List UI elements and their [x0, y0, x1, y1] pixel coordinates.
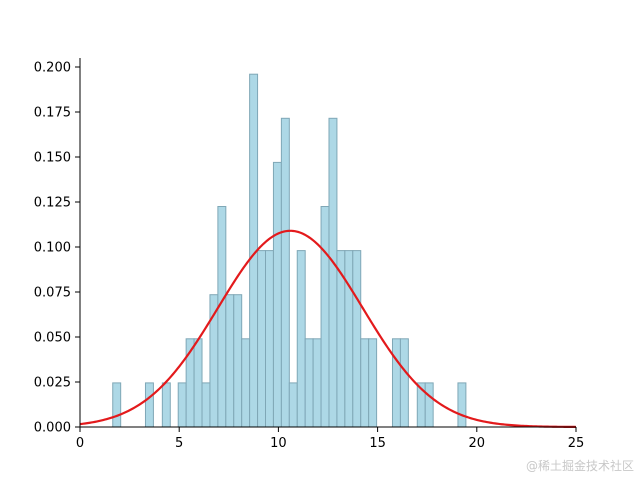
- y-tick-label: 0.100: [34, 241, 71, 256]
- chart-axes: 0 5 10 15 20 25 0.000 0.025 0.050 0.075 0.100 0.125…: [34, 58, 584, 451]
- x-tick-label: 20: [469, 436, 486, 451]
- histogram-bars: [112, 73, 467, 428]
- histogram-bar: [241, 338, 251, 428]
- histogram-bar: [296, 250, 306, 428]
- x-tick-label: 0: [76, 436, 84, 451]
- histogram-bar: [360, 338, 370, 428]
- y-tick-label: 0.050: [34, 331, 71, 346]
- histogram-bar: [280, 117, 290, 428]
- histogram-bar: [217, 206, 227, 428]
- y-tick-label: 0.200: [34, 61, 71, 76]
- histogram-bar: [312, 338, 322, 428]
- y-tick-label: 0.125: [34, 196, 71, 211]
- histogram-bar: [352, 250, 362, 428]
- histogram-bar: [177, 382, 187, 428]
- histogram-bar: [193, 338, 203, 428]
- histogram-bar: [144, 382, 154, 428]
- histogram-bar: [233, 294, 243, 428]
- y-tick-label: 0.000: [34, 421, 71, 436]
- y-tick-label: 0.150: [34, 151, 71, 166]
- histogram-bar: [424, 382, 434, 428]
- histogram-bar: [225, 294, 235, 428]
- histogram-bar: [272, 161, 282, 428]
- x-tick-label: 15: [369, 436, 386, 451]
- histogram-bar: [257, 250, 267, 428]
- histogram-bar: [161, 382, 171, 428]
- histogram-bar: [399, 338, 409, 428]
- normal-fit-curve: [79, 229, 577, 429]
- y-tick-label: 0.075: [34, 286, 71, 301]
- histogram-bar: [320, 206, 330, 428]
- histogram-bar: [328, 117, 338, 428]
- histogram-bar: [288, 382, 298, 428]
- y-tick-label: 0.025: [34, 376, 71, 391]
- x-tick-label: 10: [270, 436, 287, 451]
- x-tick-label: 25: [568, 436, 585, 451]
- histogram-bar: [201, 382, 211, 428]
- y-tick-label: 0.175: [34, 106, 71, 121]
- histogram-bar: [304, 338, 314, 428]
- histogram-bar: [344, 250, 354, 428]
- watermark-text: @稀土掘金技术社区: [525, 459, 634, 473]
- histogram-bar: [368, 338, 378, 428]
- histogram-bar: [391, 338, 401, 428]
- histogram-bar: [265, 250, 274, 428]
- x-tick-label: 5: [175, 436, 183, 451]
- histogram-bar: [112, 382, 122, 428]
- histogram-bar: [457, 382, 467, 428]
